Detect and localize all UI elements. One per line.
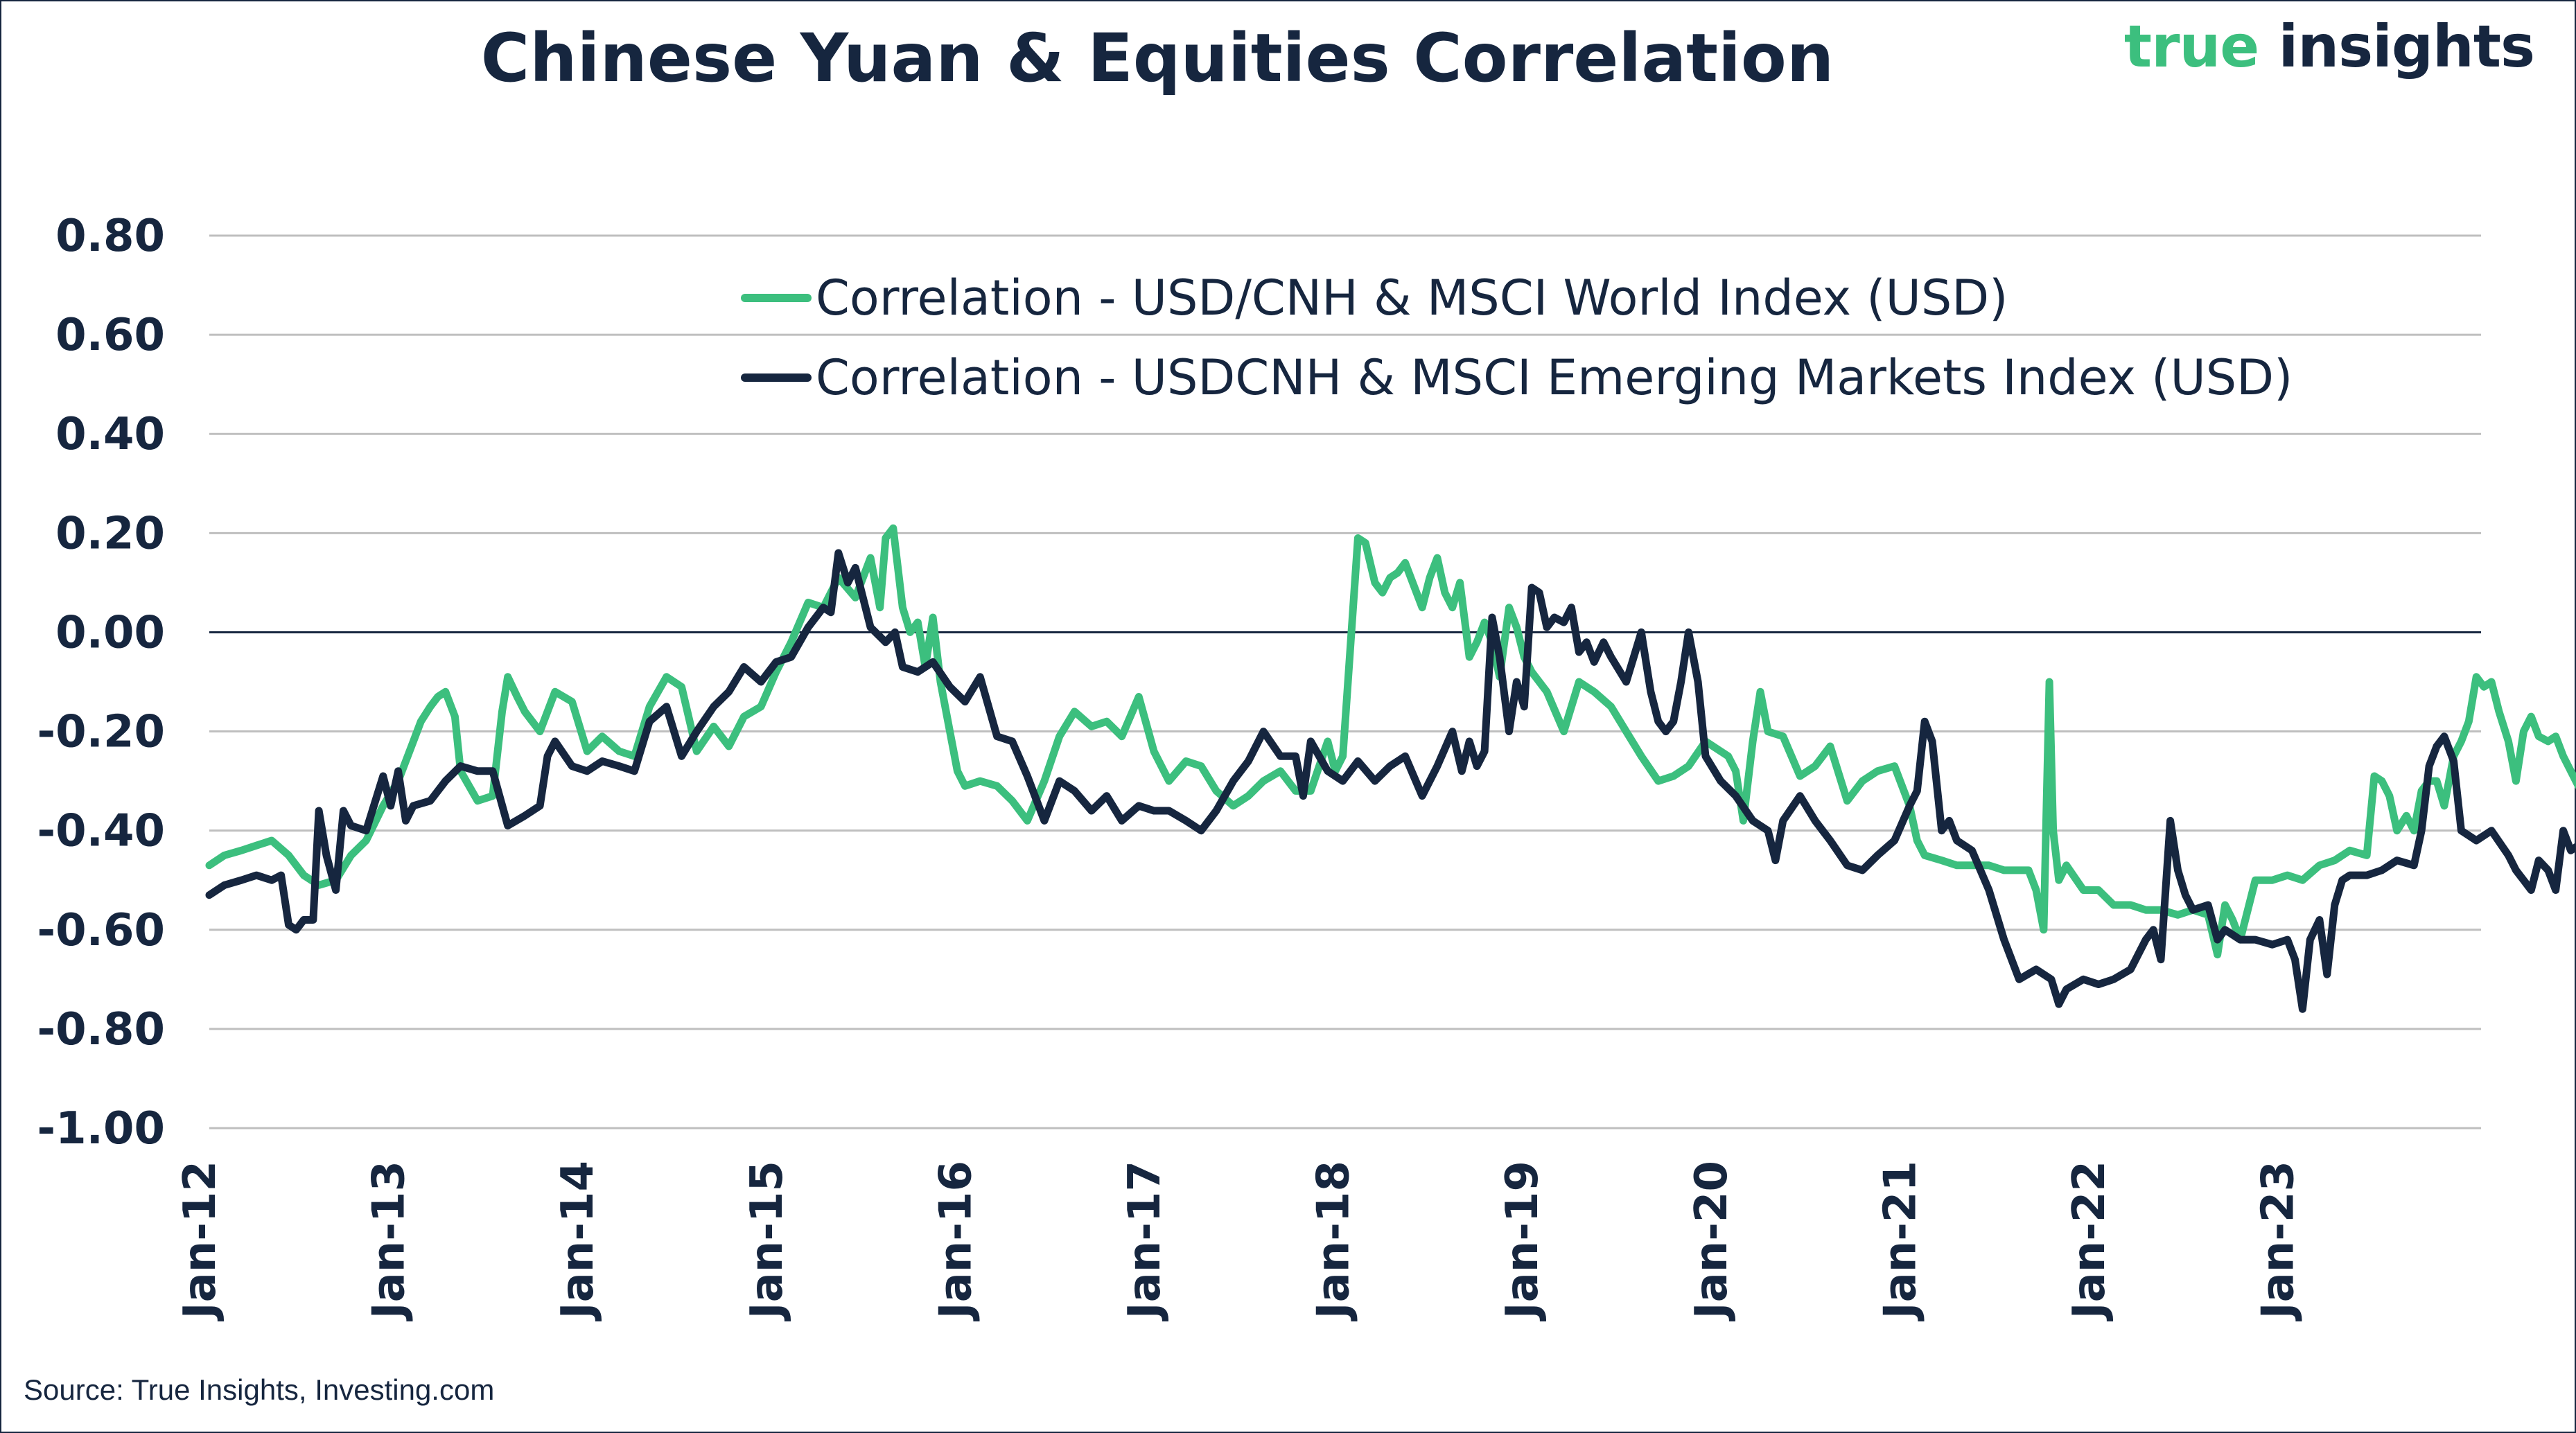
y-tick-label: 0.80 <box>55 211 165 262</box>
chart-title: Chinese Yuan & Equities Correlation <box>480 19 1834 97</box>
y-tick-label: 0.40 <box>55 409 165 460</box>
y-tick-label: -0.20 <box>37 707 165 758</box>
x-tick-label: Jan-21 <box>1875 1161 1926 1321</box>
series-line-world <box>205 524 2576 959</box>
series-lines <box>205 524 2576 1013</box>
legend-label-emerging: Correlation - USDCNH & MSCI Emerging Mar… <box>816 349 2293 406</box>
x-tick-label: Jan-16 <box>930 1161 981 1321</box>
logo-word-true: true <box>2123 12 2259 80</box>
x-axis-ticks: Jan-12 Jan-13 Jan-14 Jan-15 Jan-16 Jan-17 Jan-… <box>175 1161 2304 1321</box>
y-tick-label: -1.00 <box>37 1103 165 1154</box>
legend-label-world: Correlation - USD/CNH & MSCI World Index… <box>816 270 2008 326</box>
y-axis-ticks: 0.80 0.60 0.40 0.20 0.00 -0.20 -0.40 -0.60 -0.80… <box>37 211 165 1154</box>
y-tick-label: 0.60 <box>55 310 165 361</box>
x-tick-label: Jan-17 <box>1119 1161 1171 1321</box>
legend: Correlation - USD/CNH & MSCI World Index… <box>741 270 2293 406</box>
source-note: Source: True Insights, Investing.com <box>24 1373 495 1406</box>
y-tick-label: -0.60 <box>37 905 165 956</box>
x-tick-label: Jan-18 <box>1308 1161 1360 1321</box>
x-tick-label: Jan-19 <box>1497 1161 1548 1321</box>
grid-lines <box>209 234 2481 1129</box>
x-tick-label: Jan-15 <box>742 1161 793 1321</box>
x-tick-label: Jan-14 <box>552 1161 604 1321</box>
y-tick-label: -0.80 <box>37 1004 165 1055</box>
y-tick-label: 0.00 <box>55 607 165 658</box>
logo-word-insights: insights <box>2278 12 2535 80</box>
x-tick-label: Jan-23 <box>2253 1161 2304 1321</box>
brand-logo: true insights <box>2123 12 2535 80</box>
y-tick-label: 0.20 <box>55 508 165 559</box>
x-tick-label: Jan-12 <box>175 1161 226 1321</box>
series-line-emerging <box>205 549 2576 1013</box>
y-tick-label: -0.40 <box>37 806 165 857</box>
x-tick-label: Jan-20 <box>1686 1161 1737 1321</box>
x-tick-label: Jan-13 <box>364 1161 415 1321</box>
x-tick-label: Jan-22 <box>2064 1161 2115 1321</box>
